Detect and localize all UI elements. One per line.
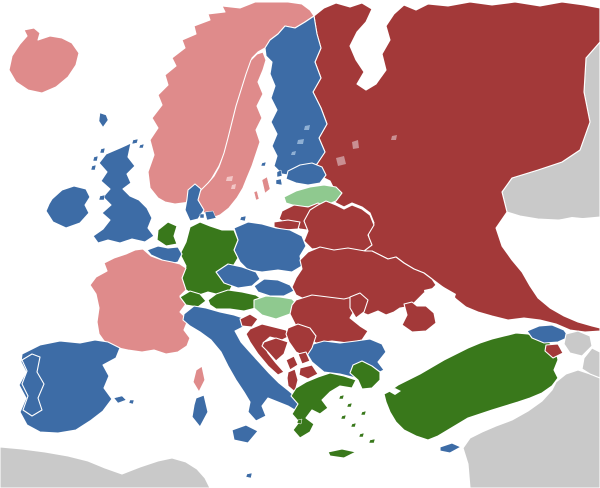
island-menorca bbox=[128, 399, 135, 405]
country-kosovo bbox=[297, 351, 311, 365]
country-iceland bbox=[8, 27, 80, 94]
island-hebrides-3 bbox=[90, 164, 97, 171]
island-aegean-3 bbox=[340, 414, 347, 420]
island-sardinia bbox=[191, 394, 209, 428]
region-north-africa bbox=[0, 446, 211, 488]
country-azerbaijan bbox=[563, 330, 593, 357]
sea-marmara bbox=[388, 388, 401, 395]
country-greece bbox=[290, 372, 357, 439]
island-lesbos bbox=[360, 410, 367, 416]
country-france bbox=[89, 248, 191, 355]
island-gotland bbox=[261, 176, 271, 194]
island-hebrides-2 bbox=[92, 155, 99, 162]
region-crimea bbox=[401, 301, 437, 333]
island-shetland bbox=[138, 143, 145, 149]
lake-onega bbox=[352, 140, 359, 149]
country-serbia bbox=[285, 323, 317, 358]
country-cyprus bbox=[439, 442, 462, 454]
country-finland bbox=[264, 15, 328, 177]
island-aegean-2 bbox=[346, 402, 353, 408]
country-estonia bbox=[285, 162, 327, 186]
island-corfu bbox=[296, 418, 303, 425]
country-sweden bbox=[196, 51, 267, 219]
island-aegean-4 bbox=[350, 422, 357, 428]
island-hebrides-1 bbox=[99, 147, 106, 154]
lake-saimaa bbox=[297, 139, 304, 144]
lake-rybinsk bbox=[391, 135, 397, 140]
island-funen bbox=[199, 213, 205, 219]
country-armenia bbox=[544, 343, 564, 359]
island-aland bbox=[260, 161, 267, 167]
country-montenegro bbox=[285, 355, 299, 371]
island-orkney bbox=[131, 138, 139, 145]
region-iran bbox=[581, 347, 600, 379]
country-belgium bbox=[146, 245, 183, 265]
country-turkey bbox=[383, 332, 559, 441]
island-mallorca bbox=[113, 395, 127, 404]
country-north-macedonia bbox=[298, 364, 319, 380]
region-middle-east bbox=[462, 369, 600, 488]
island-aegean-5 bbox=[358, 432, 365, 438]
island-sicily bbox=[231, 424, 259, 444]
island-crete bbox=[327, 448, 357, 459]
island-bornholm bbox=[239, 215, 247, 222]
lake-finland-3 bbox=[291, 151, 296, 155]
island-rhodes bbox=[368, 438, 376, 444]
country-switzerland bbox=[179, 290, 207, 308]
country-united-kingdom bbox=[92, 142, 155, 244]
country-portugal bbox=[21, 353, 45, 417]
island-aegean-1 bbox=[338, 394, 345, 400]
island-oland bbox=[253, 190, 260, 201]
region-turkey-thrace bbox=[349, 360, 381, 390]
lake-vattern bbox=[231, 184, 236, 189]
country-slovenia bbox=[239, 313, 259, 328]
island-man bbox=[98, 194, 106, 201]
lake-ladoga bbox=[336, 156, 346, 166]
country-belarus bbox=[303, 200, 375, 252]
country-malta bbox=[245, 472, 253, 479]
country-croatia bbox=[245, 323, 291, 376]
sea-azov bbox=[424, 286, 456, 310]
island-zealand bbox=[204, 210, 217, 221]
island-faroe bbox=[98, 112, 109, 128]
island-hiiumaa bbox=[275, 178, 283, 186]
country-netherlands bbox=[156, 221, 178, 247]
island-corsica bbox=[192, 365, 206, 393]
country-ireland bbox=[45, 185, 91, 229]
caspian-sea bbox=[548, 217, 600, 263]
country-bosnia bbox=[261, 337, 289, 362]
island-saaremaa bbox=[276, 169, 283, 178]
lake-paijanne bbox=[304, 125, 310, 130]
lake-vanern bbox=[226, 176, 233, 181]
country-czechia bbox=[215, 263, 261, 289]
country-spain bbox=[18, 339, 121, 434]
country-moldova bbox=[349, 292, 369, 319]
